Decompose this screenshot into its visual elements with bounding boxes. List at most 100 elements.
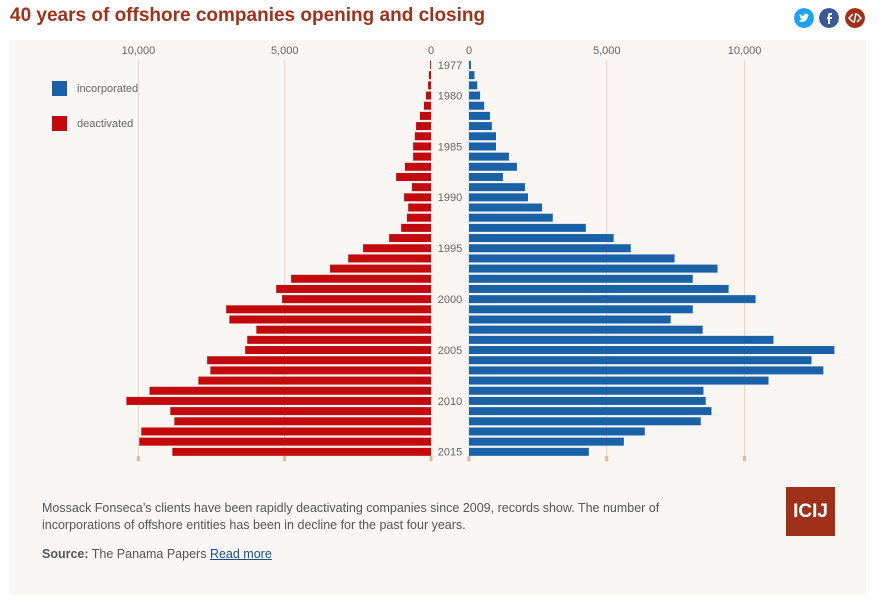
bar <box>469 315 671 324</box>
legend-label: deactivated <box>77 118 133 130</box>
bar <box>174 417 431 426</box>
bar <box>413 152 431 161</box>
card <box>10 40 866 595</box>
y-tick-label: 2015 <box>438 447 462 459</box>
bar <box>469 71 475 80</box>
bar <box>426 91 431 100</box>
bar <box>330 264 431 273</box>
bar <box>428 71 431 80</box>
bar <box>469 386 704 395</box>
bar <box>247 335 431 344</box>
bar <box>170 407 432 416</box>
caption: Mossack Fonseca’s clients have been rapi… <box>42 501 660 532</box>
bar <box>469 223 586 232</box>
bar <box>256 325 431 334</box>
twitter-button[interactable] <box>794 8 814 28</box>
x-tick-label: 5,000 <box>593 45 621 57</box>
facebook-button[interactable] <box>819 8 839 28</box>
y-tick-label: 2005 <box>438 345 462 357</box>
bar <box>469 132 497 141</box>
bar <box>469 274 693 283</box>
bar <box>396 172 431 181</box>
source-label: Source: <box>42 547 89 561</box>
bar <box>469 284 729 293</box>
bar <box>172 447 431 456</box>
bar <box>469 427 645 436</box>
bar <box>430 61 431 69</box>
bar <box>469 447 589 456</box>
bar <box>469 162 517 171</box>
bar <box>413 142 431 151</box>
bar <box>469 346 835 355</box>
bar <box>469 122 492 131</box>
bar <box>149 386 431 395</box>
bar <box>207 356 431 365</box>
y-tick-label: 1977 <box>438 60 462 72</box>
bar <box>469 325 703 334</box>
bar <box>469 142 497 151</box>
bar <box>469 437 624 446</box>
bar <box>126 396 432 405</box>
bar <box>469 396 706 405</box>
bar <box>469 234 614 243</box>
embed-button[interactable] <box>845 8 865 28</box>
bar <box>408 203 431 212</box>
bar <box>469 193 528 202</box>
read-more-link[interactable]: Read more <box>209 547 272 561</box>
bar <box>404 193 431 202</box>
bar <box>139 437 431 446</box>
source: Source: The Panama Papers Read more <box>42 547 272 561</box>
bar <box>210 366 431 375</box>
x-tick-label: 0 <box>428 45 434 57</box>
bar <box>423 101 431 110</box>
bar <box>469 335 774 344</box>
bar <box>469 254 675 263</box>
y-tick-label: 1995 <box>438 243 462 255</box>
bar <box>469 91 481 100</box>
y-tick-label: 1980 <box>438 90 462 102</box>
bar <box>469 213 553 222</box>
bar <box>469 244 631 253</box>
bar <box>416 122 431 131</box>
legend-swatch <box>52 81 67 96</box>
bar <box>363 244 431 253</box>
bar <box>469 417 701 426</box>
bar <box>469 101 485 110</box>
bar <box>469 305 693 314</box>
bar <box>226 305 431 314</box>
bar <box>291 274 431 283</box>
x-tick-label: 0 <box>466 45 472 57</box>
bar <box>389 234 431 243</box>
chart: 0 5,000 10,000 0 5,000 10,000 incorporated deac… <box>52 45 835 461</box>
bar <box>469 264 718 273</box>
bar <box>414 132 431 141</box>
bar <box>407 213 431 222</box>
legend-swatch <box>52 116 67 131</box>
y-tick-label: 1985 <box>438 141 462 153</box>
y-tick-label: 2000 <box>438 294 462 306</box>
bar <box>469 172 503 181</box>
bar <box>469 61 471 69</box>
bar <box>469 183 525 192</box>
y-tick-label: 2010 <box>438 396 462 408</box>
bar <box>411 183 431 192</box>
bar <box>276 284 431 293</box>
bar <box>428 81 431 90</box>
bar <box>198 376 431 385</box>
bar <box>469 407 712 416</box>
bar <box>469 376 769 385</box>
bar <box>469 111 490 120</box>
bar <box>419 111 431 120</box>
bar <box>469 81 478 90</box>
bar <box>469 295 756 304</box>
x-tick-label: 10,000 <box>728 45 762 57</box>
bar <box>469 203 543 212</box>
legend-label: incorporated <box>77 83 138 95</box>
bar <box>469 366 824 375</box>
bar <box>404 162 431 171</box>
x-tick-label: 10,000 <box>122 45 156 57</box>
bar <box>469 152 509 161</box>
bar <box>469 356 812 365</box>
bar <box>401 223 431 232</box>
